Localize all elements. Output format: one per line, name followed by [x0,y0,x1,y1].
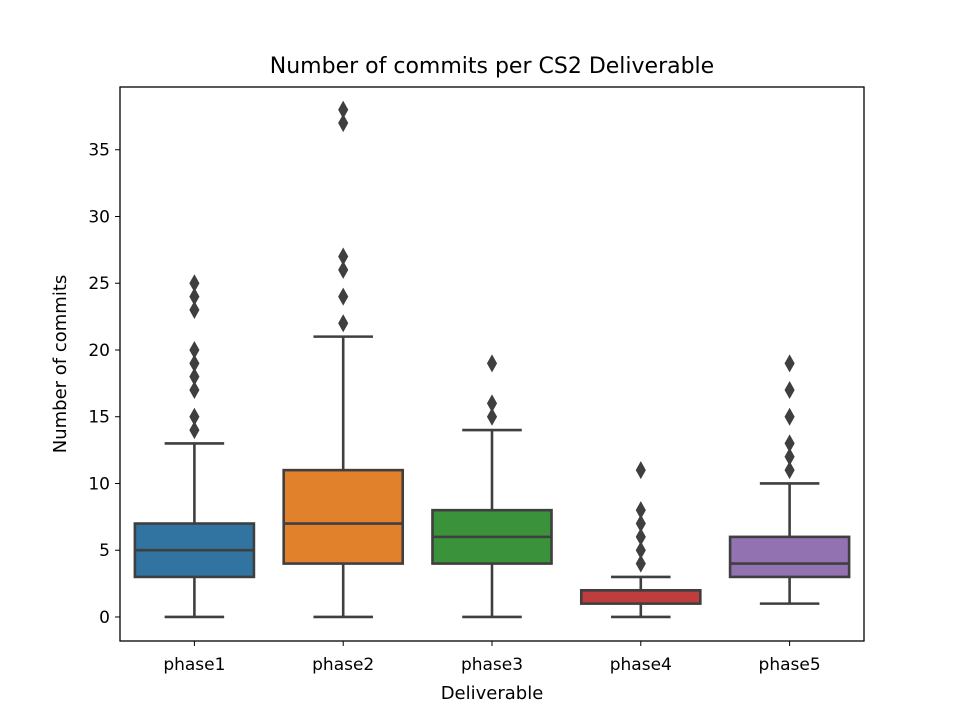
outlier-point [189,300,200,319]
outlier-point [635,527,646,546]
y-tick-label: 0 [99,608,110,628]
outlier-point [635,514,646,533]
y-axis-label: Number of commits [50,275,71,454]
y-tick-label: 5 [99,541,110,561]
outlier-point [189,421,200,440]
y-tick-label: 25 [88,274,110,294]
outlier-point [189,367,200,386]
x-tick-label: phase4 [610,655,672,675]
x-tick-label: phase1 [163,655,225,675]
outlier-point [784,381,795,400]
chart-title: Number of commits per CS2 Deliverable [270,54,714,79]
y-tick-label: 15 [88,408,110,428]
axes-frame [119,86,865,642]
outlier-point [338,114,349,133]
outlier-point [486,354,498,373]
y-tick-label: 35 [88,141,110,161]
outlier-point [635,461,646,480]
outlier-point [486,394,498,413]
outlier-point [338,247,349,266]
outlier-point [338,100,349,119]
outlier-point [784,434,795,453]
outlier-point [189,287,200,306]
box-phase5 [728,535,851,579]
y-tick-label: 10 [88,474,110,494]
outlier-point [338,314,349,333]
outlier-point [189,274,200,293]
x-axis-label: Deliverable [441,683,544,704]
outlier-point [189,407,200,426]
box-phase4 [579,588,702,605]
outlier-point [784,461,795,480]
outlier-point [486,407,498,426]
outlier-point [189,340,200,360]
outlier-point [784,447,795,466]
outlier-point [338,287,349,306]
x-tick-label: phase2 [312,655,374,675]
outlier-point [635,501,646,520]
outlier-point [635,554,646,573]
outlier-point [784,354,795,373]
outlier-point [189,381,200,400]
y-tick-label: 20 [88,341,110,361]
outlier-point [189,354,200,373]
outlier-point [784,407,795,426]
x-tick-label: phase5 [759,655,821,675]
box-phase2 [282,468,405,565]
x-tick-label: phase3 [461,655,523,675]
plot-area: 0 5 10 15 20 25 30 35 phase1 phase2 phase3 phase4 ph… [88,100,851,675]
y-tick-label: 30 [88,207,110,227]
outlier-point [338,260,349,279]
outlier-point [635,541,646,560]
